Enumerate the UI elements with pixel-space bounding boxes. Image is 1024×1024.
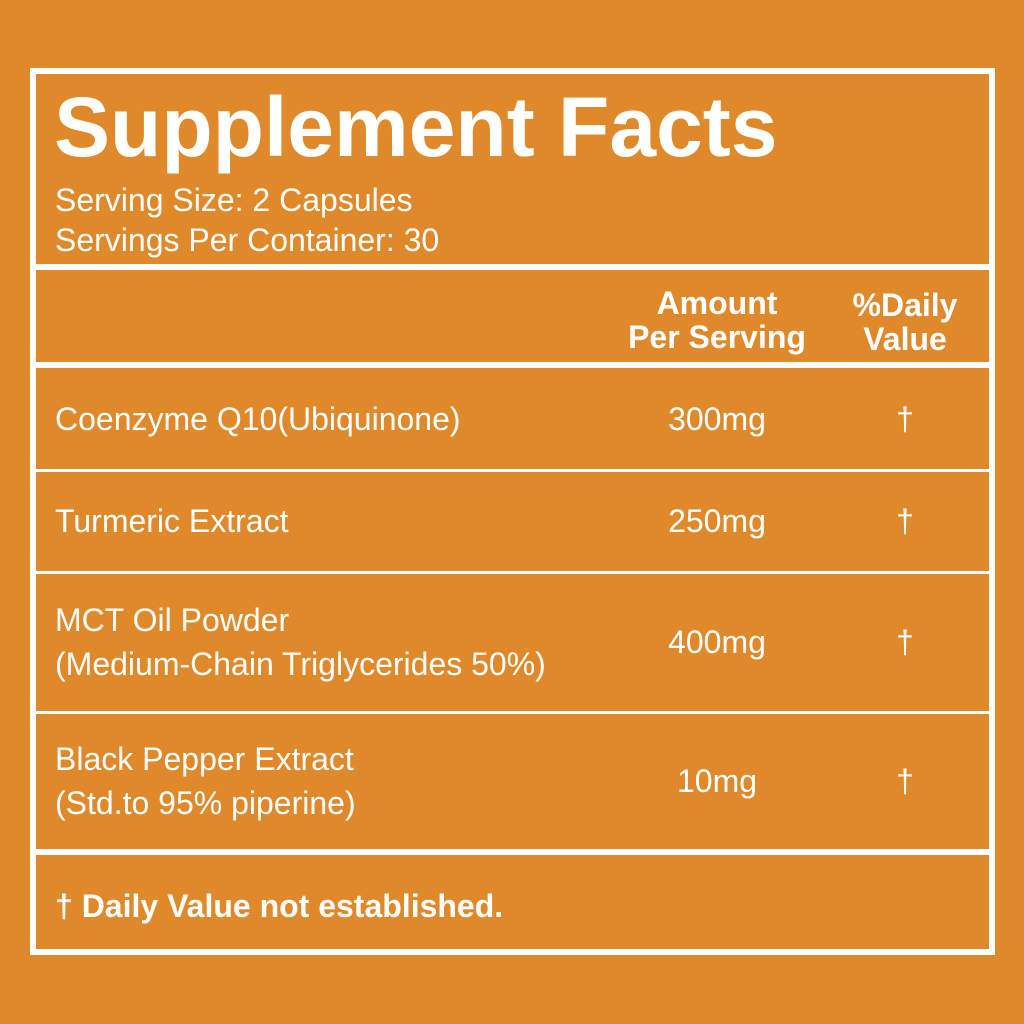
divider [30, 362, 995, 368]
ingredient-name: Black Pepper Extract (Std.to 95% piperine… [55, 737, 356, 825]
name-line: (Std.to 95% piperine) [55, 784, 356, 821]
daily-value: † [896, 401, 914, 437]
name-line: Black Pepper Extract [55, 740, 354, 777]
divider [30, 711, 995, 714]
daily-value-header: %Daily Value [853, 288, 958, 356]
amount: 300mg [668, 401, 766, 437]
divider [30, 849, 995, 855]
serving-size: Serving Size: 2 Capsules [55, 182, 413, 218]
daily-value: † [896, 624, 914, 660]
label-border [30, 68, 995, 955]
footnote: † Daily Value not established. [55, 888, 504, 924]
amount: 10mg [676, 762, 758, 799]
amount: 250mg [668, 503, 766, 539]
name-line: MCT Oil Powder [55, 602, 290, 638]
amount-header: Amount Per Serving [628, 286, 806, 354]
title: Supplement Facts [54, 80, 778, 174]
header-line: %Daily [852, 287, 958, 323]
header-line: Value [863, 321, 947, 357]
ingredient-name: MCT Oil Powder (Medium-Chain Triglyceride… [55, 598, 546, 686]
ingredient-name: Coenzyme Q10(Ubiquinone) [55, 397, 461, 441]
divider [30, 264, 995, 270]
divider [30, 571, 995, 574]
divider [30, 469, 995, 472]
header-line: Per Serving [628, 319, 806, 355]
amount: 400mg [668, 624, 766, 660]
name-line: (Medium-Chain Triglycerides 50%) [55, 646, 546, 682]
servings-per-container: Servings Per Container: 30 [55, 222, 440, 258]
daily-value: † [896, 503, 914, 539]
daily-value: † [896, 762, 914, 799]
ingredient-name: Turmeric Extract [55, 499, 289, 543]
name-line: Coenzyme Q10(Ubiquinone) [55, 401, 461, 437]
header-line: Amount [656, 285, 778, 321]
name-line: Turmeric Extract [55, 503, 289, 539]
